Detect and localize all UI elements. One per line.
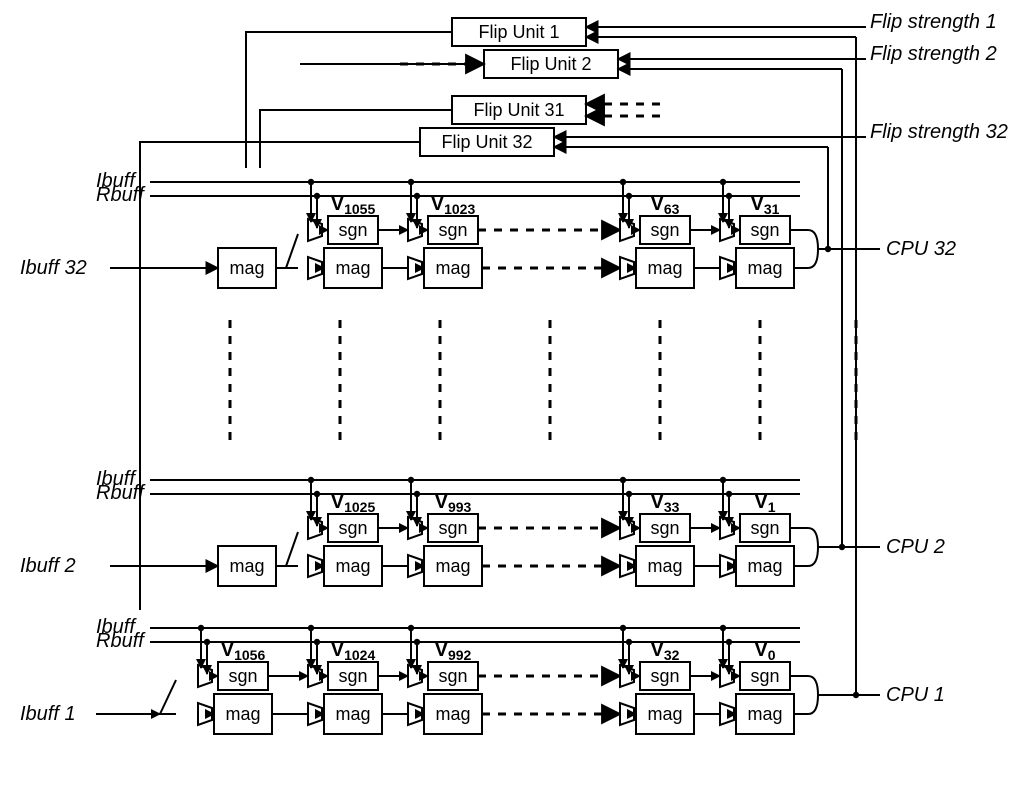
flip-unit-label: Flip Unit 2: [510, 54, 591, 74]
mag-label: mag: [747, 704, 782, 724]
rbuff-label: Rbuff: [96, 482, 146, 504]
mag-label: mag: [435, 258, 470, 278]
ibuff-n-label: Ibuff 2: [20, 555, 76, 577]
mag-label: mag: [747, 556, 782, 576]
mag-label: mag: [229, 556, 264, 576]
sgn-label: sgn: [438, 518, 467, 538]
sgn-label: sgn: [438, 220, 467, 240]
cpu-label: CPU 32: [886, 238, 956, 260]
mag-label: mag: [229, 258, 264, 278]
flip-strength-label: Flip strength 32: [870, 121, 1008, 143]
mag-label: mag: [435, 556, 470, 576]
mag-label: mag: [335, 258, 370, 278]
sgn-label: sgn: [338, 220, 367, 240]
architecture-diagram: Flip Unit 1 Flip Unit 2 Flip Unit 31 Flip U…: [0, 0, 1009, 785]
mag-label: mag: [647, 704, 682, 724]
cpu-label: CPU 1: [886, 684, 945, 706]
mag-label: mag: [647, 556, 682, 576]
flip-unit-label: Flip Unit 1: [478, 22, 559, 42]
flip-unit-label: Flip Unit 31: [473, 100, 564, 120]
rbuff-label: Rbuff: [96, 184, 146, 206]
ibuff-n-label: Ibuff 1: [20, 703, 76, 725]
sgn-label: sgn: [650, 666, 679, 686]
sgn-label: sgn: [228, 666, 257, 686]
sgn-label: sgn: [750, 666, 779, 686]
sgn-label: sgn: [650, 220, 679, 240]
sgn-label: sgn: [338, 518, 367, 538]
sgn-label: sgn: [650, 518, 679, 538]
sgn-label: sgn: [438, 666, 467, 686]
mag-label: mag: [335, 704, 370, 724]
mag-label: mag: [225, 704, 260, 724]
mag-label: mag: [647, 258, 682, 278]
mag-label: mag: [335, 556, 370, 576]
mag-label: mag: [747, 258, 782, 278]
sgn-label: sgn: [338, 666, 367, 686]
flip-strength-label: Flip strength 2: [870, 43, 997, 65]
mag-label: mag: [435, 704, 470, 724]
sgn-label: sgn: [750, 518, 779, 538]
rbuff-label: Rbuff: [96, 630, 146, 652]
ibuff-n-label: Ibuff 32: [20, 257, 87, 279]
flip-unit-label: Flip Unit 32: [441, 132, 532, 152]
sgn-label: sgn: [750, 220, 779, 240]
cpu-label: CPU 2: [886, 536, 945, 558]
flip-strength-label: Flip strength 1: [870, 11, 997, 33]
